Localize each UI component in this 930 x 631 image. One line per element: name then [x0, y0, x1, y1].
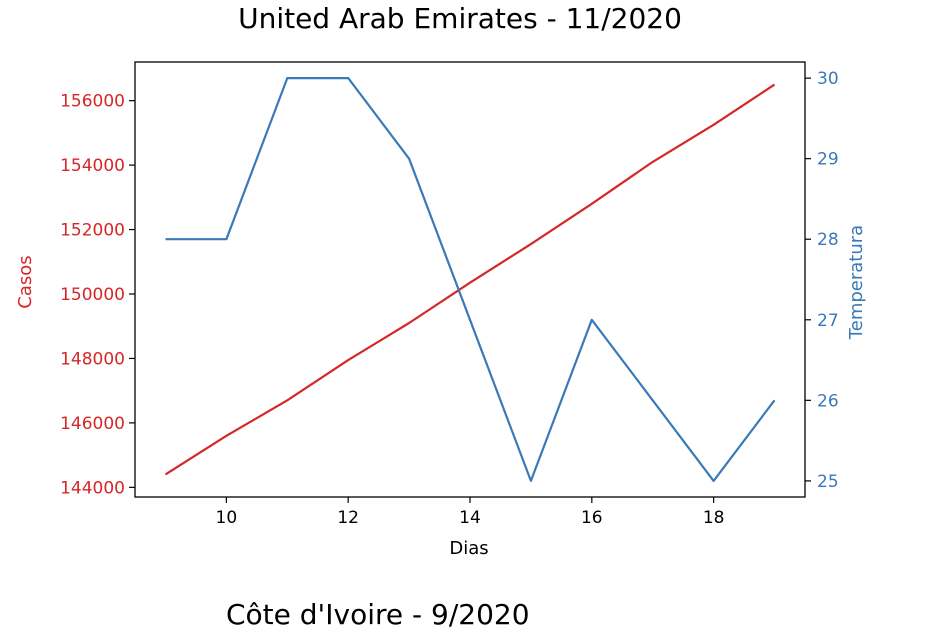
y-left-tick-label: 150000	[60, 285, 125, 305]
y-axis-left-label: Casos	[15, 255, 36, 308]
y-left-tick-label: 148000	[60, 349, 125, 369]
data-point-casos	[346, 358, 350, 362]
data-point-temperatura	[285, 76, 289, 80]
next-chart-title: Côte d'Ivoire - 9/2020	[226, 598, 530, 631]
x-tick-label: 18	[703, 508, 725, 528]
y-left-tick-label: 156000	[60, 92, 125, 112]
data-point-casos	[651, 160, 655, 164]
data-point-casos	[407, 321, 411, 325]
y-left-tick-label: 154000	[60, 156, 125, 176]
data-point-temperatura	[468, 318, 472, 322]
y-left-tick-label: 146000	[60, 414, 125, 434]
x-axis-label: Dias	[449, 538, 488, 559]
data-point-temperatura	[224, 237, 228, 241]
data-point-temperatura	[164, 237, 168, 241]
y-right-tick-label: 27	[817, 311, 839, 331]
y-right-tick-label: 30	[817, 69, 839, 89]
data-point-temperatura	[590, 318, 594, 322]
x-tick-label: 16	[581, 508, 603, 528]
data-point-casos	[773, 83, 777, 87]
axes: 10 12 14 16 18 144000 146000 148000 150000 152000…	[60, 69, 839, 528]
data-point-temperatura	[712, 479, 716, 483]
y-axis-right-label: Temperatura	[846, 225, 867, 340]
y-right-tick-label: 28	[817, 230, 839, 250]
plot-area	[164, 76, 777, 483]
y-right-tick-label: 25	[817, 472, 839, 492]
data-point-casos	[712, 123, 716, 127]
x-tick-label: 10	[216, 508, 238, 528]
data-point-casos	[285, 398, 289, 402]
data-point-casos	[529, 242, 533, 246]
data-point-casos	[224, 434, 228, 438]
data-point-temperatura	[651, 398, 655, 402]
series-line-temperatura	[165, 76, 776, 482]
y-left-tick-label: 152000	[60, 221, 125, 241]
data-point-casos	[468, 281, 472, 285]
data-point-casos	[590, 202, 594, 206]
chart: United Arab Emirates - 11/2020 10 12 14 16 1…	[15, 2, 867, 559]
chart-title: United Arab Emirates - 11/2020	[238, 2, 682, 35]
data-point-temperatura	[529, 479, 533, 483]
y-right-tick-label: 29	[817, 150, 839, 170]
x-tick-label: 14	[459, 508, 481, 528]
x-tick-label: 12	[337, 508, 359, 528]
y-right-tick-label: 26	[817, 391, 839, 411]
series-line-casos	[164, 83, 776, 476]
data-point-temperatura	[407, 157, 411, 161]
y-left-tick-label: 144000	[60, 478, 125, 498]
data-point-casos	[164, 472, 168, 476]
data-point-temperatura	[346, 76, 350, 80]
data-point-temperatura	[773, 398, 777, 402]
